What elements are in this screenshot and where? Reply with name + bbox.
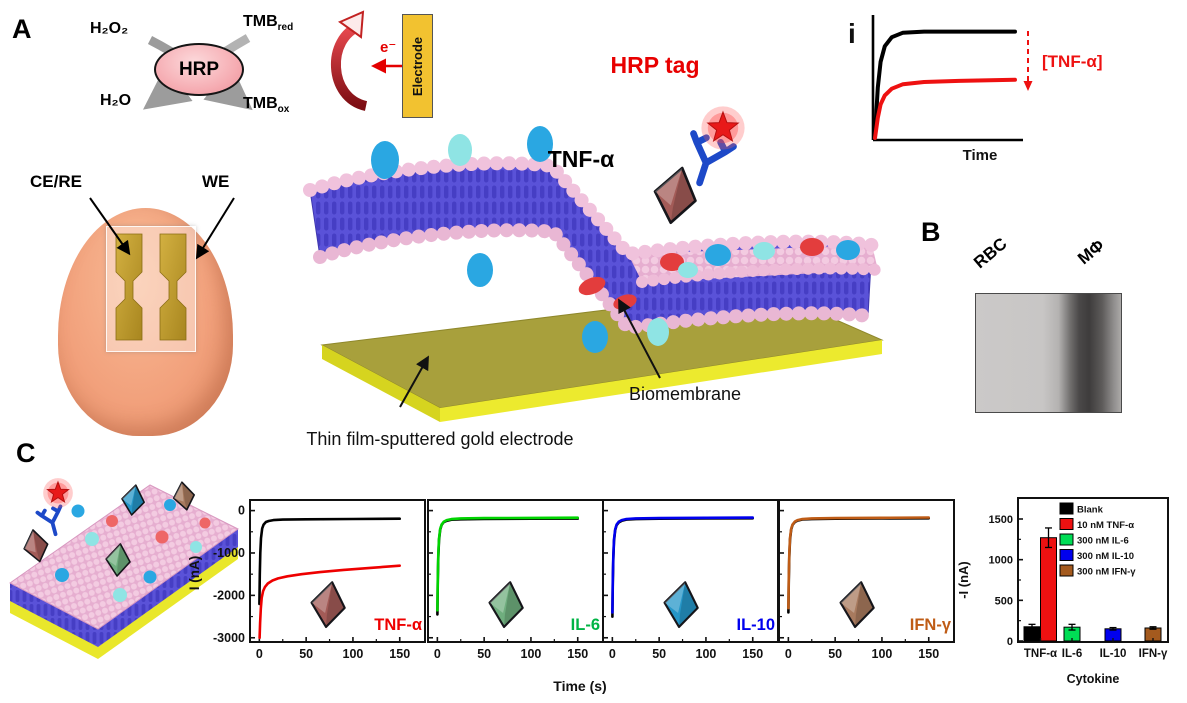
- svg-text:50: 50: [477, 647, 491, 661]
- electrode-we: [159, 233, 187, 341]
- svg-text:0: 0: [256, 647, 263, 661]
- svg-text:150: 150: [742, 647, 763, 661]
- electrode-box: Electrode: [402, 14, 433, 118]
- membrane-graphic: [303, 106, 884, 422]
- svg-text:IL-6: IL-6: [571, 616, 600, 634]
- svg-text:IFN-γ: IFN-γ: [910, 616, 952, 634]
- hrp-star-icon: [43, 478, 73, 508]
- ce-re-label: CE/RE: [30, 172, 82, 191]
- analyte-diamond-icon: [488, 581, 524, 629]
- svg-text:I (nA): I (nA): [187, 556, 202, 591]
- antibody-icon: [690, 130, 737, 187]
- kinetics-inset-graphic: i Time [TNF-α]: [848, 15, 1102, 164]
- antibody-icon: [35, 504, 63, 537]
- bar-10 nM TNF-α: [1040, 537, 1057, 642]
- biomembrane-label: Biomembrane: [628, 384, 742, 404]
- svg-text:IL-10: IL-10: [1100, 648, 1127, 660]
- analyte-diamond-icon: [839, 581, 875, 629]
- svg-text:0: 0: [434, 647, 441, 661]
- svg-text:100: 100: [696, 647, 717, 661]
- svg-text:100: 100: [521, 647, 542, 661]
- substrate-tmb-red: TMBred: [243, 13, 294, 34]
- svg-text:-3000: -3000: [213, 631, 245, 645]
- bar-chart-graphic: 0 500 1000 1500 TNF-α IL-6 IL-10 IFN-γ Cytokine -…: [956, 497, 1169, 686]
- panel-c-icon: C: [0, 435, 245, 685]
- svg-text:i: i: [848, 18, 856, 49]
- svg-text:Time: Time: [963, 147, 998, 164]
- svg-text:500: 500: [995, 595, 1013, 607]
- sensor-photo: CE/RE WE: [20, 150, 270, 445]
- svg-text:0: 0: [1007, 636, 1013, 648]
- analyte-diamond-icon: [105, 543, 131, 577]
- lane-label-macrophage: MΦ: [1074, 235, 1108, 269]
- analyte-diamond-icon: [663, 581, 699, 629]
- hrp-enzyme-badge: HRP: [154, 43, 244, 96]
- svg-text:50: 50: [828, 647, 842, 661]
- svg-text:-2000: -2000: [213, 588, 245, 602]
- svg-text:1000: 1000: [989, 555, 1013, 567]
- western-blot-image: [975, 293, 1122, 413]
- svg-text:300 nM IL-10: 300 nM IL-10: [1077, 551, 1134, 562]
- svg-text:300 nM IL-6: 300 nM IL-6: [1077, 536, 1129, 547]
- we-label: WE: [202, 172, 230, 191]
- product-tmb-ox: TMBox: [243, 95, 290, 116]
- svg-text:IL-6: IL-6: [1062, 648, 1082, 660]
- amperometry-strip: 0 50 100 150 0 -1000 -2000 -3000 TNF-α 0 50 100 150 I…: [185, 480, 970, 703]
- analyte-diamond-icon: [121, 484, 145, 516]
- membrane-proteins: [371, 126, 860, 353]
- svg-text:100: 100: [343, 647, 364, 661]
- tnf-alpha-label: TNF-α: [547, 146, 615, 172]
- hrp-tag-label: HRP tag: [610, 52, 700, 78]
- svg-text:0: 0: [609, 647, 616, 661]
- lane-label-rbc: RBC: [970, 233, 1011, 273]
- panel-b: B RBC MΦ: [903, 205, 1187, 435]
- amperometry-graphic: 0 50 100 150 0 -1000 -2000 -3000 TNF-α 0 50 100 150 I…: [187, 499, 955, 694]
- panel-a-label: A: [12, 14, 32, 44]
- analyte-diamond-icon: [23, 529, 49, 563]
- membrane-icon-proteins: [55, 499, 211, 602]
- reaction-scheme: A H₂O₂ TMBred H₂O TMBox HRP e⁻ Electrode: [0, 0, 470, 140]
- svg-text:-1000: -1000: [213, 546, 245, 560]
- gold-electrode-label: Thin film-sputtered gold electrode: [306, 429, 574, 449]
- svg-text:Time (s): Time (s): [553, 678, 606, 694]
- svg-text:1500: 1500: [989, 514, 1013, 526]
- panel-c-label: C: [16, 438, 36, 468]
- biomembrane-arrow: [618, 298, 661, 379]
- svg-text:TNF-α: TNF-α: [1024, 648, 1057, 660]
- electron-label: e⁻: [380, 39, 397, 56]
- svg-text:0: 0: [238, 504, 245, 518]
- svg-text:[TNF-α]: [TNF-α]: [1042, 52, 1102, 71]
- membrane-icon-graphic: [9, 478, 239, 659]
- svg-text:0: 0: [785, 647, 792, 661]
- svg-text:10 nM TNF-α: 10 nM TNF-α: [1077, 520, 1134, 531]
- svg-text:150: 150: [389, 647, 410, 661]
- analyte-diamond-icon: [310, 581, 346, 629]
- svg-text:100: 100: [872, 647, 893, 661]
- analyte-diamond-icon: [172, 481, 196, 511]
- svg-text:IL-10: IL-10: [736, 616, 775, 634]
- panel-b-label: B: [921, 217, 941, 247]
- product-h2o: H₂O: [100, 92, 132, 109]
- svg-text:300 nM IFN-γ: 300 nM IFN-γ: [1077, 567, 1136, 578]
- biomembrane-illustration: HRP tag TNF-α Biomembrane Thin film-sput…: [290, 40, 890, 455]
- svg-text:150: 150: [567, 647, 588, 661]
- substrate-h2o2: H₂O₂: [90, 20, 129, 37]
- gold-electrode-arrow: [399, 355, 429, 408]
- svg-text:-I (nA): -I (nA): [956, 561, 971, 599]
- electrode-ce-re: [115, 233, 143, 341]
- svg-text:50: 50: [652, 647, 666, 661]
- svg-text:TNF-α: TNF-α: [374, 616, 422, 634]
- sensor-electrodes-graphic: [89, 197, 235, 341]
- svg-text:Cytokine: Cytokine: [1067, 672, 1120, 686]
- svg-text:150: 150: [918, 647, 939, 661]
- svg-text:IFN-γ: IFN-γ: [1139, 648, 1168, 660]
- hrp-star-icon: [701, 106, 745, 150]
- analyte-diamond-icon: [653, 166, 697, 225]
- kinetics-inset: i Time [TNF-α]: [838, 3, 1148, 178]
- svg-text:Blank: Blank: [1077, 505, 1104, 516]
- svg-text:50: 50: [299, 647, 313, 661]
- selectivity-bar-chart: 0 500 1000 1500 TNF-α IL-6 IL-10 IFN-γ Cytokine -…: [948, 480, 1187, 703]
